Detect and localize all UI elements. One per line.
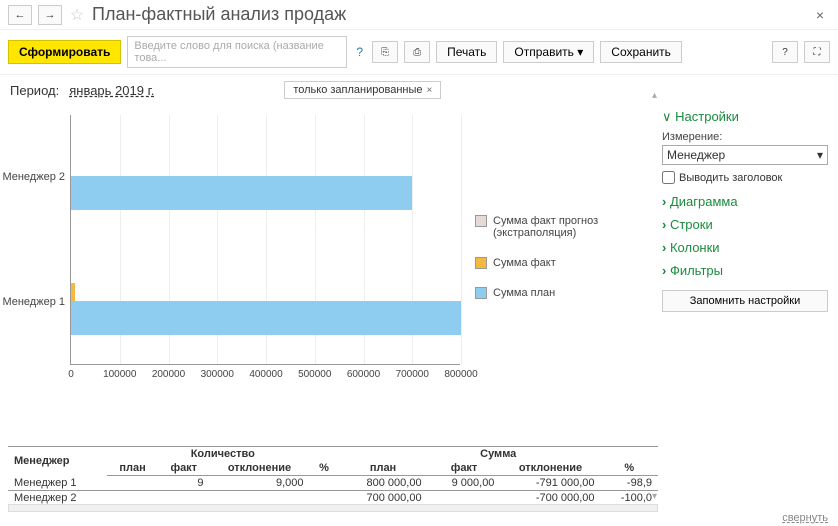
settings-panel: Настройки Измерение: Менеджер▾ Выводить … (658, 105, 838, 405)
nav-back[interactable]: ← (8, 5, 32, 25)
page-title: План-фактный анализ продаж (92, 4, 804, 25)
x-tick: 500000 (298, 369, 331, 380)
chevron-down-icon: ▾ (817, 148, 823, 162)
tool-icon-1[interactable]: ⎘ (372, 41, 398, 63)
filter-tag-close-icon[interactable]: × (427, 85, 433, 96)
show-header-checkbox[interactable]: Выводить заголовок (662, 171, 828, 184)
x-tick: 600000 (347, 369, 380, 380)
y-category: Менеджер 2 (1, 171, 65, 183)
collapse-link[interactable]: свернуть (782, 512, 828, 524)
y-category: Менеджер 1 (1, 296, 65, 308)
x-tick: 700000 (396, 369, 429, 380)
legend-item: Сумма факт прогноз (экстраполяция) (475, 215, 623, 239)
dimension-label: Измерение: (662, 131, 828, 143)
settings-title[interactable]: Настройки (662, 109, 828, 125)
x-tick: 400000 (249, 369, 282, 380)
sidebar-item[interactable]: Диаграмма (662, 194, 828, 209)
save-button[interactable]: Сохранить (600, 41, 682, 63)
chart-legend: Сумма факт прогноз (экстраполяция) Сумма … (475, 215, 623, 317)
nav-forward[interactable]: → (38, 5, 62, 25)
remember-settings-button[interactable]: Запомнить настройки (662, 290, 828, 312)
close-icon[interactable]: × (810, 5, 830, 25)
x-tick: 800000 (444, 369, 477, 380)
legend-swatch (475, 257, 487, 269)
x-tick: 100000 (103, 369, 136, 380)
bar (71, 176, 412, 210)
fullscreen-icon[interactable]: ⛶ (804, 41, 830, 63)
period-label: Период: (10, 83, 59, 98)
legend-swatch (475, 287, 487, 299)
bar (71, 301, 461, 335)
legend-item: Сумма план (475, 287, 623, 299)
tool-icon-2[interactable]: ⎙ (404, 41, 430, 63)
favorite-icon[interactable]: ☆ (68, 6, 86, 24)
sidebar-item[interactable]: Строки (662, 217, 828, 232)
chart: 0 100000 200000 300000 400000 500000 600000 700… (0, 105, 658, 405)
x-tick: 300000 (201, 369, 234, 380)
horizontal-scroll[interactable] (8, 504, 658, 512)
help-icon[interactable]: ? (353, 45, 366, 59)
send-button[interactable]: Отправить ▾ (503, 41, 594, 63)
print-button[interactable]: Печать (436, 41, 497, 63)
vertical-scroll[interactable]: ▴▾ (652, 90, 666, 502)
filter-tag[interactable]: только запланированные × (284, 81, 441, 99)
x-tick: 0 (68, 369, 74, 380)
legend-swatch (475, 215, 487, 227)
x-tick: 200000 (152, 369, 185, 380)
sidebar-item[interactable]: Фильтры (662, 263, 828, 278)
search-input[interactable]: Введите слово для поиска (название това.… (127, 36, 347, 68)
help-button[interactable]: ? (772, 41, 798, 63)
period-value[interactable]: январь 2019 г. (69, 83, 154, 98)
bar (71, 283, 75, 301)
legend-item: Сумма факт (475, 257, 623, 269)
sidebar-item[interactable]: Колонки (662, 240, 828, 255)
form-button[interactable]: Сформировать (8, 40, 121, 64)
table-row[interactable]: Менеджер 199,000800 000,009 000,00-791 0… (8, 476, 658, 491)
results-table: МенеджерКоличествоСуммапланфактотклонени… (8, 446, 658, 506)
dimension-select[interactable]: Менеджер▾ (662, 145, 828, 165)
